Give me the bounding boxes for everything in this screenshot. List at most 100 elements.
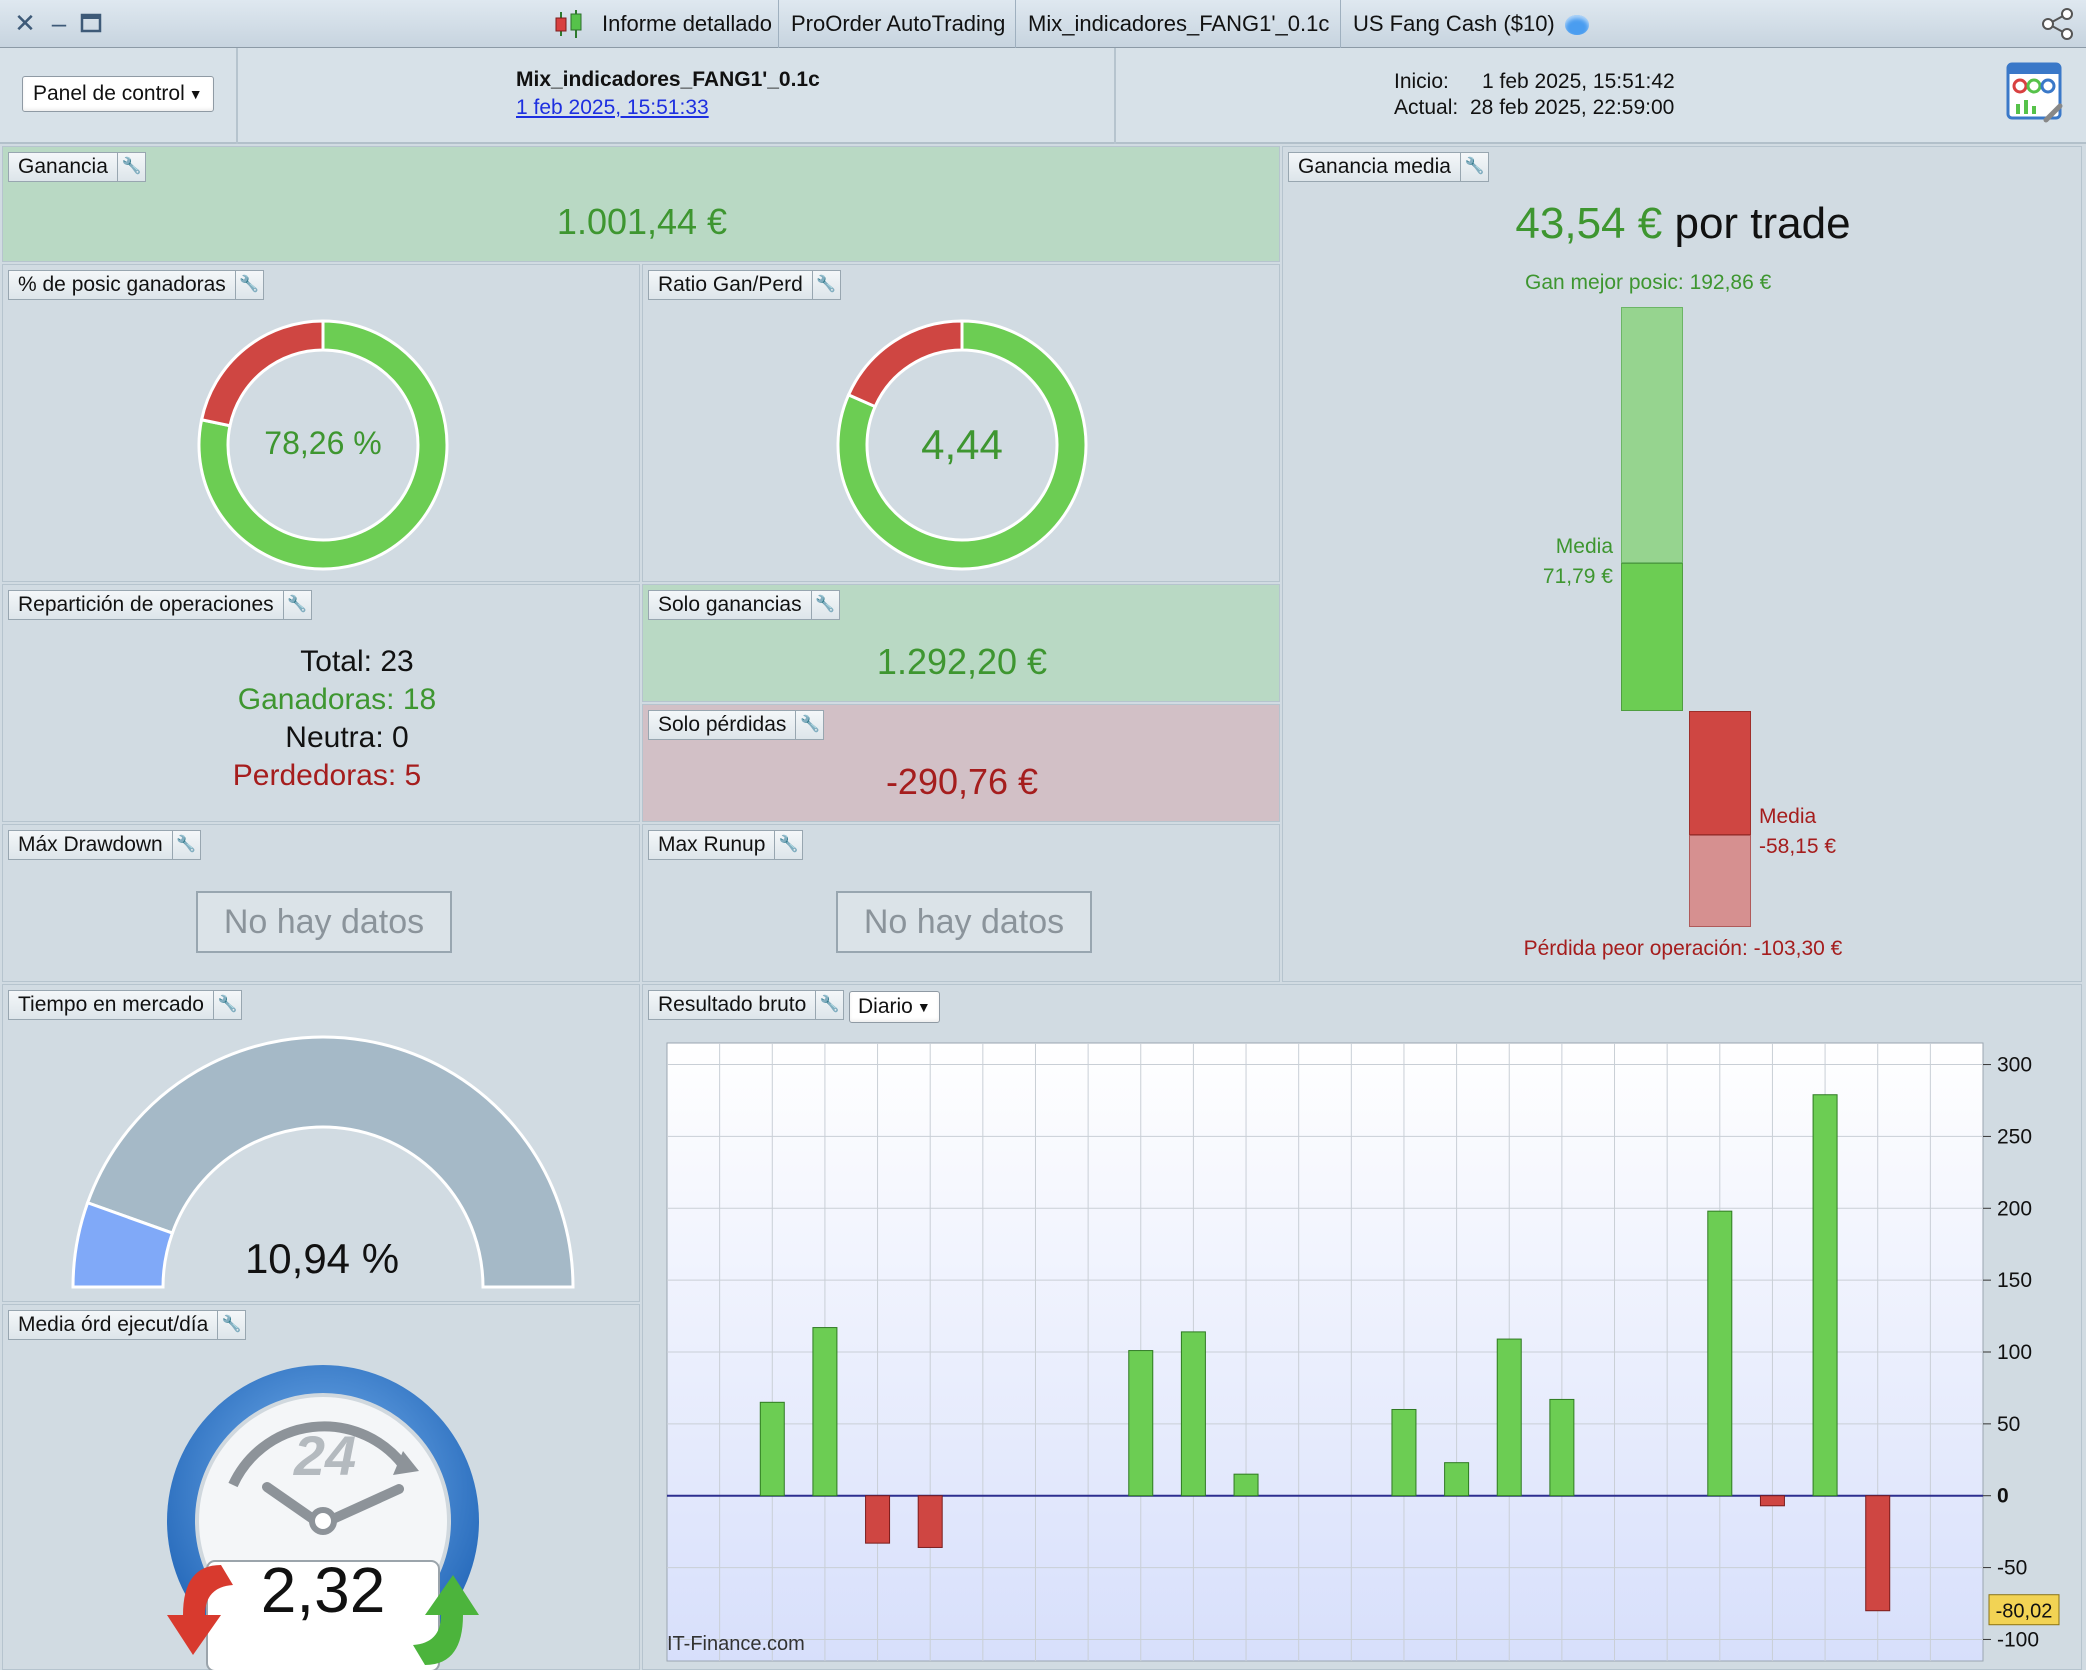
report-settings-icon[interactable] xyxy=(2006,60,2066,129)
best-trade-label: Gan mejor posic: 192,86 € xyxy=(1525,271,1772,294)
solo-perdidas-panel: Solo pérdidas 🔧 -290,76 € xyxy=(642,704,1280,822)
ratio-title-label: Ratio Gan/Perd xyxy=(648,270,813,300)
media-ord-title-label: Media órd ejecut/día xyxy=(8,1310,219,1340)
media-ord-value: 2,32 xyxy=(260,1554,386,1626)
tiempo-gauge xyxy=(71,1035,575,1289)
period-select[interactable]: Diario ▼ xyxy=(849,991,940,1023)
solo-ganancias-value: 1.292,20 € xyxy=(876,641,1048,682)
pct-ganadoras-donut xyxy=(197,319,449,571)
chart-bar xyxy=(1180,1331,1206,1497)
solo-ganancias-panel: Solo ganancias 🔧 1.292,20 € xyxy=(642,584,1280,702)
solo-ganancias-title: Solo ganancias 🔧 xyxy=(648,590,840,620)
wrench-icon[interactable]: 🔧 xyxy=(235,270,264,300)
ganancia-title: Ganancia 🔧 xyxy=(8,152,146,182)
chevron-down-icon: ▼ xyxy=(188,86,203,103)
ratio-panel: Ratio Gan/Perd 🔧 4,44 xyxy=(642,264,1280,582)
wrench-icon[interactable]: 🔧 xyxy=(218,1310,247,1340)
perdedoras-count: Perdedoras: 5 xyxy=(232,759,422,792)
y-tick-label: 50 xyxy=(1997,1413,2020,1436)
strategy-date-link[interactable]: 1 feb 2025, 15:51:33 xyxy=(516,96,709,119)
close-icon[interactable]: ✕ xyxy=(14,8,36,38)
max-drawdown-nodata: No hay datos xyxy=(196,891,452,953)
gauge-fill xyxy=(71,1200,175,1289)
y-tick-label: -50 xyxy=(1997,1557,2027,1580)
panel-select-label: Panel de control xyxy=(33,82,185,105)
ratio-win-slice xyxy=(836,319,1088,571)
wrench-icon[interactable]: 🔧 xyxy=(213,990,242,1020)
wrench-icon[interactable]: 🔧 xyxy=(816,990,845,1020)
ganancia-media-panel: Ganancia media 🔧 43,54 € por trade Gan m… xyxy=(1282,146,2082,982)
media-ord-panel: Media órd ejecut/día 🔧 24 2,32 xyxy=(2,1304,640,1670)
y-tick-label: -100 xyxy=(1997,1628,2039,1651)
resultado-chart: 300 250 200 150 100 50 0 -50 -100 -80,02 xyxy=(666,1042,2060,1662)
chart-bar xyxy=(1549,1398,1575,1497)
reparticion-title: Repartición de operaciones 🔧 xyxy=(8,590,312,620)
chart-bar xyxy=(1233,1473,1259,1497)
ganancia-media-title-label: Ganancia media xyxy=(1288,152,1461,182)
wrench-icon[interactable]: 🔧 xyxy=(1460,152,1489,182)
max-runup-title: Max Runup 🔧 xyxy=(648,830,804,860)
chart-bar xyxy=(1496,1338,1522,1497)
solo-perdidas-value: -290,76 € xyxy=(885,761,1039,802)
ganancia-media-headline: 43,54 € por trade xyxy=(1283,199,2083,249)
chart-bar xyxy=(865,1495,891,1544)
reparticion-title-label: Repartición de operaciones xyxy=(8,590,284,620)
pct-ganadoras-value: 78,26 % xyxy=(264,425,382,461)
strategy-name: Mix_indicadores_FANG1'_0.1c xyxy=(516,68,820,91)
y-tick-label: 100 xyxy=(1997,1341,2032,1364)
header-divider xyxy=(236,48,238,144)
wrench-icon[interactable]: 🔧 xyxy=(117,152,146,182)
max-drawdown-panel: Máx Drawdown 🔧 No hay datos xyxy=(2,824,640,982)
watermark: IT-Finance.com xyxy=(667,1633,805,1655)
y-tick-label: 300 xyxy=(1997,1054,2032,1077)
resultado-panel: Resultado bruto 🔧 Diario ▼ 300 250 200 150 10… xyxy=(642,984,2082,1670)
panel-select[interactable]: Panel de control ▼ xyxy=(22,76,214,112)
wrench-icon[interactable]: 🔧 xyxy=(796,710,825,740)
y-tick-label: 200 xyxy=(1997,1197,2032,1220)
tiempo-panel: Tiempo en mercado 🔧 10,94 % xyxy=(2,984,640,1302)
actual-label: Actual: xyxy=(1394,96,1459,119)
share-icon[interactable] xyxy=(2040,8,2074,45)
reparticion-panel: Repartición de operaciones 🔧 Total: 23 G… xyxy=(2,584,640,822)
ganadoras-count: Ganadoras: 18 xyxy=(237,683,437,716)
wrench-icon[interactable]: 🔧 xyxy=(812,270,841,300)
chart-bar xyxy=(1128,1350,1154,1497)
chart-bar xyxy=(759,1401,785,1497)
chart-bar xyxy=(917,1495,943,1548)
pct-ganadoras-win-slice xyxy=(197,319,449,571)
chat-bubble-icon xyxy=(1564,15,1589,36)
neutra-count: Neutra: 0 xyxy=(285,721,409,754)
tab-informe-detallado[interactable]: Informe detallado xyxy=(602,11,772,36)
ratio-title: Ratio Gan/Perd 🔧 xyxy=(648,270,841,300)
chart-bar xyxy=(1865,1495,1891,1612)
wrench-icon[interactable]: 🔧 xyxy=(283,590,312,620)
ganancia-title-label: Ganancia xyxy=(8,152,118,182)
chart-bar xyxy=(1391,1408,1417,1497)
wrench-icon[interactable]: 🔧 xyxy=(172,830,201,860)
maximize-icon[interactable] xyxy=(76,8,106,38)
worst-bar xyxy=(1689,835,1751,927)
tab-instrument[interactable]: US Fang Cash ($10) xyxy=(1340,0,1601,48)
wrench-icon[interactable]: 🔧 xyxy=(775,830,804,860)
wrench-icon[interactable]: 🔧 xyxy=(811,590,840,620)
ratio-loss-slice xyxy=(846,319,964,409)
tiempo-value: 10,94 % xyxy=(244,1235,400,1282)
report-header: Panel de control ▼ Mix_indicadores_FANG1'… xyxy=(0,48,2086,144)
tab-strategy[interactable]: Mix_indicadores_FANG1'_0.1c xyxy=(1015,0,1341,48)
chart-bar xyxy=(1707,1210,1733,1497)
avg-win-bar xyxy=(1621,563,1683,711)
ratio-donut xyxy=(836,319,1088,571)
media-neg-label: Media xyxy=(1759,805,1817,828)
minimize-icon[interactable]: – xyxy=(51,8,67,38)
tab-proorder-autotrading[interactable]: ProOrder AutoTrading xyxy=(778,0,1017,48)
ganancia-media-title: Ganancia media 🔧 xyxy=(1288,152,1489,182)
resultado-title-label: Resultado bruto xyxy=(648,990,817,1020)
inicio-label: Inicio: xyxy=(1394,70,1449,93)
avg-loss-bar xyxy=(1689,711,1751,835)
worst-trade-label: Pérdida peor operación: -103,30 € xyxy=(1523,937,1843,960)
ganancia-panel: Ganancia 🔧 1.001,44 € xyxy=(2,146,1280,262)
chart-bar xyxy=(1444,1462,1470,1497)
tiempo-title-label: Tiempo en mercado xyxy=(8,990,214,1020)
media-ord-title: Media órd ejecut/día 🔧 xyxy=(8,1310,247,1340)
